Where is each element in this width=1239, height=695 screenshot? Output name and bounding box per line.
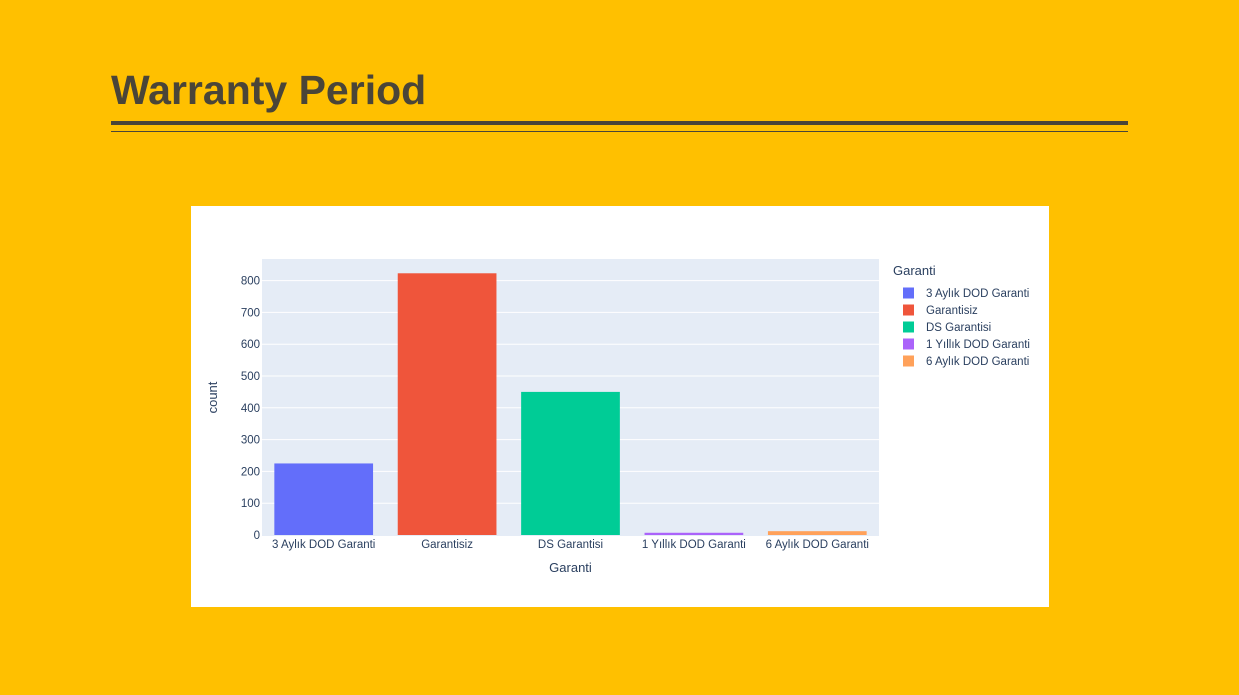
bar[interactable]	[397, 273, 497, 535]
y-tick-label: 400	[241, 403, 260, 415]
bar-chart: 0 100 200 300 400 500 600 700 800 3 Aylık DOD Ga…	[205, 259, 1030, 575]
y-tick-labels: 0 100 200 300 400 500 600 700 800	[241, 276, 260, 542]
bar[interactable]	[644, 532, 744, 535]
legend-title: Garanti	[893, 263, 936, 278]
title-rule-thick	[111, 121, 1128, 125]
legend-swatch	[903, 338, 914, 350]
x-tick-label: 1 Yıllık DOD Garanti	[642, 539, 746, 551]
x-tick-label: 3 Aylık DOD Garanti	[272, 539, 375, 551]
bar[interactable]	[521, 391, 620, 535]
legend-swatch	[903, 355, 914, 367]
title-rule-thin	[111, 131, 1128, 132]
legend: Garanti 3 Aylık DOD Garanti Garantisiz DS …	[893, 263, 1030, 368]
y-tick-label: 800	[241, 276, 260, 288]
y-tick-label: 100	[241, 498, 260, 510]
y-tick-label: 500	[241, 371, 260, 383]
legend-item-label[interactable]: 6 Aylık DOD Garanti	[926, 356, 1029, 368]
x-tick-label: DS Garantisi	[538, 539, 603, 551]
y-tick-label: 200	[241, 466, 260, 478]
chart-panel: 0 100 200 300 400 500 600 700 800 3 Aylık DOD Ga…	[191, 206, 1049, 607]
y-tick-label: 700	[241, 307, 260, 319]
x-axis-title: Garanti	[549, 560, 592, 575]
legend-item-label[interactable]: 3 Aylık DOD Garanti	[926, 288, 1029, 300]
bar[interactable]	[274, 463, 374, 535]
slide-title: Warranty Period	[111, 67, 427, 113]
bars	[274, 273, 867, 535]
y-tick-label: 300	[241, 435, 260, 447]
x-tick-labels: 3 Aylık DOD Garanti Garantisiz DS Garantis…	[272, 539, 869, 551]
y-tick-label: 0	[254, 530, 260, 542]
legend-swatch	[903, 287, 914, 299]
legend-swatch	[903, 321, 914, 333]
y-tick-label: 600	[241, 339, 260, 351]
bar[interactable]	[767, 531, 867, 535]
x-tick-label: 6 Aylık DOD Garanti	[766, 539, 869, 551]
legend-item-label[interactable]: DS Garantisi	[926, 322, 991, 334]
legend-item-label[interactable]: Garantisiz	[926, 305, 978, 317]
legend-item-label[interactable]: 1 Yıllık DOD Garanti	[926, 339, 1030, 351]
legend-swatch	[903, 304, 914, 316]
y-axis-title: count	[205, 381, 220, 413]
x-tick-label: Garantisiz	[421, 539, 473, 551]
